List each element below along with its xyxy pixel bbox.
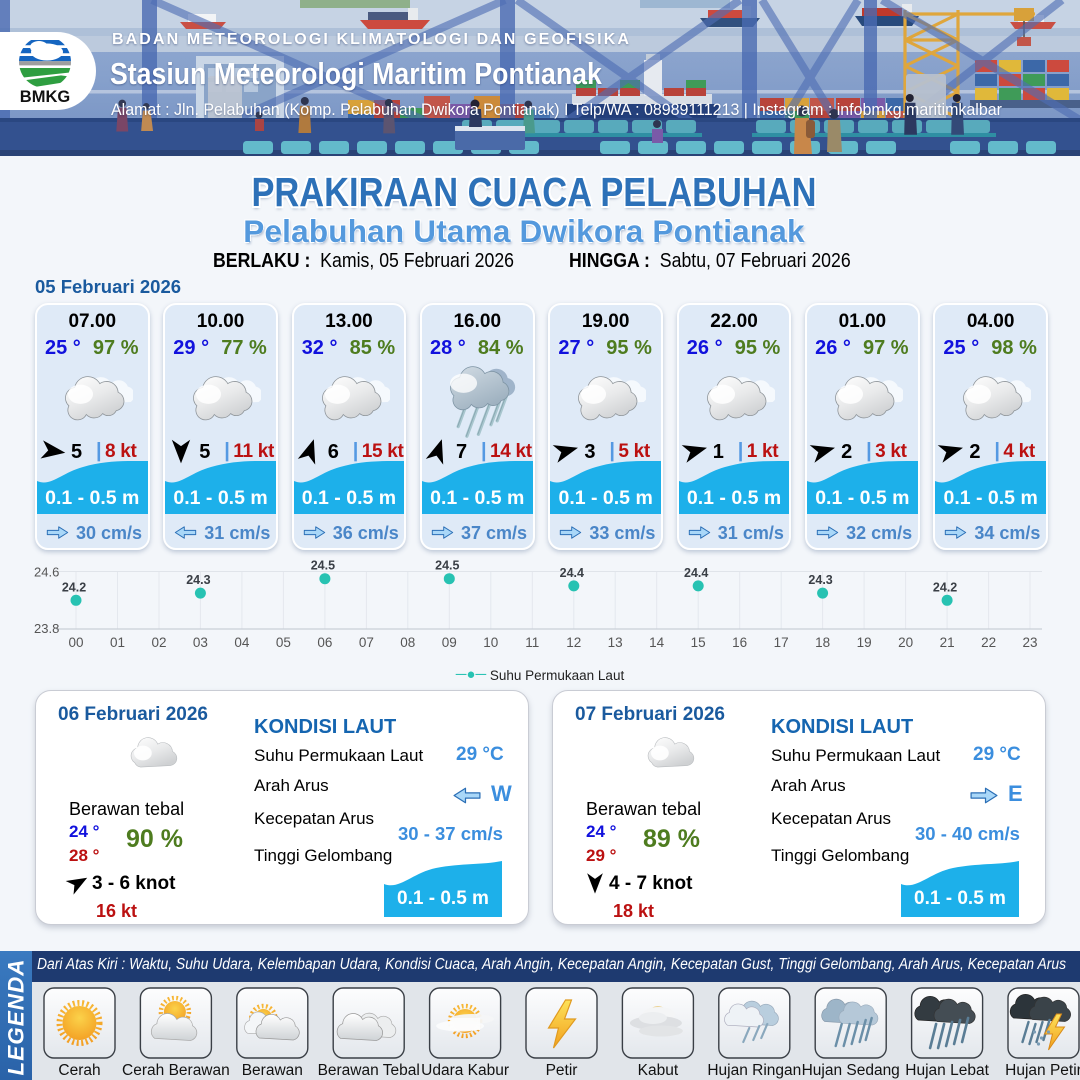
svg-text:13: 13	[608, 635, 623, 650]
svg-text:24.4: 24.4	[684, 566, 708, 580]
svg-text:00: 00	[68, 635, 83, 650]
svg-text:Udara Kabur: Udara Kabur	[421, 1062, 509, 1079]
svg-text:15: 15	[691, 635, 706, 650]
svg-text:16: 16	[732, 635, 747, 650]
svg-text:Hujan Lebat: Hujan Lebat	[905, 1062, 989, 1079]
svg-text:01: 01	[110, 635, 125, 650]
svg-text:24.3: 24.3	[186, 573, 210, 587]
svg-text:24.5: 24.5	[311, 559, 335, 573]
svg-text:Berawan: Berawan	[242, 1062, 303, 1079]
svg-text:23: 23	[1022, 635, 1037, 650]
svg-text:17: 17	[774, 635, 789, 650]
svg-text:04: 04	[234, 635, 250, 650]
svg-text:Hujan Petir: Hujan Petir	[1005, 1062, 1080, 1079]
svg-text:07: 07	[359, 635, 374, 650]
svg-text:24.3: 24.3	[808, 573, 832, 587]
svg-text:03: 03	[193, 635, 208, 650]
svg-text:Petir: Petir	[546, 1062, 578, 1079]
svg-text:20: 20	[898, 635, 913, 650]
svg-text:Kabut: Kabut	[638, 1062, 679, 1079]
svg-text:Berawan Tebal: Berawan Tebal	[318, 1062, 420, 1079]
svg-text:Hujan Sedang: Hujan Sedang	[802, 1062, 900, 1079]
svg-text:Hujan Ringan: Hujan Ringan	[707, 1062, 801, 1079]
svg-text:09: 09	[442, 635, 457, 650]
svg-text:Cerah: Cerah	[58, 1062, 100, 1079]
svg-text:Cerah Berawan: Cerah Berawan	[122, 1062, 230, 1079]
svg-text:BMKG: BMKG	[20, 88, 70, 106]
svg-text:08: 08	[400, 635, 415, 650]
svg-text:24.6: 24.6	[34, 565, 59, 580]
svg-text:02: 02	[151, 635, 166, 650]
svg-text:11: 11	[525, 635, 539, 650]
svg-text:23.8: 23.8	[34, 621, 59, 636]
svg-text:10: 10	[483, 635, 498, 650]
svg-text:18: 18	[815, 635, 830, 650]
svg-text:22: 22	[981, 635, 996, 650]
svg-text:12: 12	[566, 635, 581, 650]
svg-text:24.5: 24.5	[435, 559, 459, 573]
svg-text:14: 14	[649, 635, 665, 650]
svg-text:05: 05	[276, 635, 291, 650]
svg-text:06: 06	[317, 635, 332, 650]
svg-text:24.4: 24.4	[560, 566, 584, 580]
svg-text:24.2: 24.2	[62, 580, 86, 594]
svg-text:21: 21	[940, 635, 955, 650]
svg-text:19: 19	[857, 635, 872, 650]
svg-text:24.2: 24.2	[933, 580, 957, 594]
